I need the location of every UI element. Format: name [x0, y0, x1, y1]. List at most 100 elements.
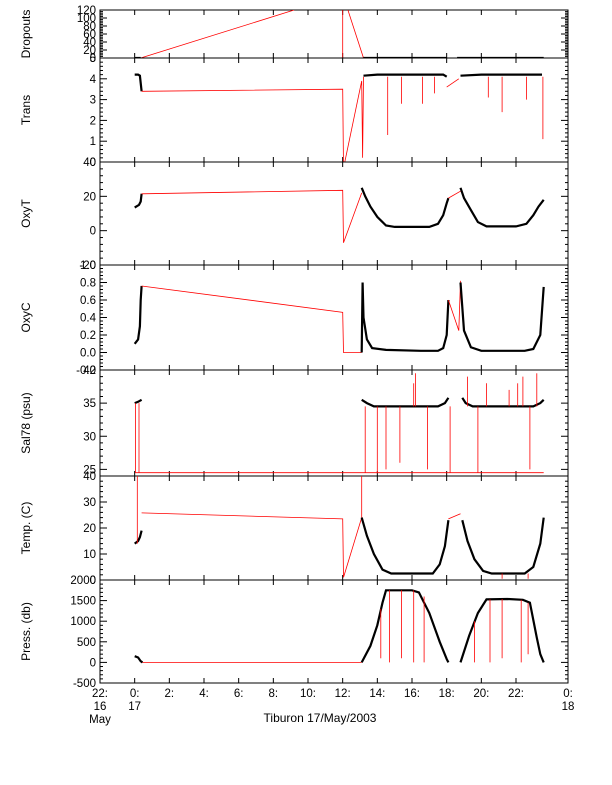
connector-line [448, 513, 461, 520]
y-tick-label: 500 [77, 637, 96, 649]
y-tick-label: 2 [90, 115, 96, 127]
y-axis-label: Press. (db) [19, 602, 33, 661]
panel-frame [99, 161, 569, 266]
x-tick-label: May [89, 714, 111, 726]
x-tick-label: 2: [165, 688, 175, 700]
y-axis-label: Trans [19, 95, 33, 125]
x-tick-label: 14: [369, 688, 385, 700]
x-tick-label: 18: [439, 688, 455, 700]
profile-line [360, 282, 450, 353]
y-tick-label: 0 [90, 575, 96, 587]
connector-line [141, 285, 362, 353]
y-tick-label: 1 [90, 136, 96, 148]
y-tick-label: 0.2 [80, 330, 96, 342]
panel-frame [99, 579, 569, 684]
y-tick-label: 2000 [70, 575, 96, 587]
profile-line [134, 655, 144, 664]
y-axis-label: OxyT [19, 199, 33, 228]
x-tick-label: 22: [92, 688, 108, 700]
y-tick-label: 1500 [70, 596, 96, 608]
profile-line [460, 73, 542, 77]
y-axis-label: Dropouts [19, 10, 33, 59]
connector-line [448, 280, 461, 331]
connector-line [135, 403, 544, 474]
panel-frame [99, 475, 569, 581]
profile-line [134, 530, 143, 545]
y-tick-label: 20 [83, 191, 96, 203]
y-tick-label: 40 [83, 37, 96, 49]
profile-line [134, 193, 143, 209]
y-tick-label: 0 [90, 226, 96, 238]
profile-line [363, 73, 448, 78]
y-tick-label: 60 [83, 29, 96, 41]
x-tick-label: 0: [563, 688, 573, 700]
y-tick-label: 0.8 [80, 278, 96, 290]
x-tick-label: 4: [199, 688, 209, 700]
x-axis-label: Tiburon 17/May/2003 [264, 711, 377, 725]
x-tick-label: 20: [473, 688, 489, 700]
y-tick-label: 40 [83, 365, 96, 377]
y-tick-label: 40 [83, 157, 96, 169]
profile-line [133, 285, 143, 345]
connector-line [446, 78, 460, 88]
connector-line [141, 476, 363, 578]
profile-line [134, 398, 143, 405]
connector-line [141, 76, 364, 162]
y-tick-label: 1000 [70, 616, 96, 628]
y-tick-label: 0.6 [80, 295, 96, 307]
y-axis-label: Temp. (C) [19, 502, 33, 555]
x-tick-label: 8: [269, 688, 279, 700]
connector-line [448, 190, 461, 199]
y-axis-label: Sal78 (psu) [19, 392, 33, 453]
x-tick-label: 10: [300, 688, 316, 700]
y-tick-label: 100 [77, 13, 96, 25]
y-tick-label: 3 [90, 95, 96, 107]
x-tick-label: 22: [508, 688, 524, 700]
x-tick-label: 12: [335, 688, 351, 700]
x-tick-label: 6: [234, 688, 244, 700]
profile-line [360, 187, 450, 228]
y-tick-label: 0 [90, 657, 96, 669]
profile-line [459, 282, 545, 352]
panel-frame [99, 9, 569, 59]
y-tick-label: 20 [83, 45, 96, 57]
profile-line [459, 187, 545, 228]
x-tick-label: 0: [130, 688, 140, 700]
profile-line [360, 517, 450, 575]
x-tick-label: 18 [562, 701, 575, 713]
y-tick-label: -0.2 [76, 365, 96, 377]
x-tick-label: 16 [94, 701, 107, 713]
y-tick-label: 0.0 [80, 348, 96, 360]
y-tick-label: -500 [73, 678, 96, 690]
y-tick-label: 0 [90, 53, 96, 65]
profile-line [459, 597, 545, 663]
profile-line [461, 397, 545, 408]
y-tick-label: 5 [90, 53, 96, 65]
y-tick-label: 1.0 [80, 260, 96, 272]
panel-frame [99, 264, 569, 371]
connector-line [140, 10, 295, 58]
y-axis-label: OxyC [19, 302, 33, 332]
y-tick-label: 35 [83, 398, 96, 410]
y-tick-label: 80 [83, 21, 96, 33]
y-tick-label: 25 [83, 464, 96, 476]
y-tick-label: -20 [79, 260, 96, 272]
y-tick-label: 0.4 [80, 313, 97, 325]
y-tick-label: 40 [83, 471, 96, 483]
y-tick-label: 4 [90, 74, 97, 86]
y-tick-label: 30 [83, 431, 96, 443]
y-tick-label: 30 [83, 497, 96, 509]
connector-line [141, 189, 363, 243]
y-tick-label: 20 [83, 523, 96, 535]
connector-line [347, 10, 364, 58]
x-tick-label: 17 [128, 701, 141, 713]
y-tick-label: 0 [90, 157, 96, 169]
profile-line [134, 73, 143, 92]
y-tick-label: 120 [77, 5, 96, 17]
profile-line [360, 589, 450, 663]
y-tick-label: 10 [83, 549, 96, 561]
panel-frame [99, 369, 569, 477]
profile-line [461, 517, 545, 575]
x-tick-label: 16: [404, 688, 420, 700]
